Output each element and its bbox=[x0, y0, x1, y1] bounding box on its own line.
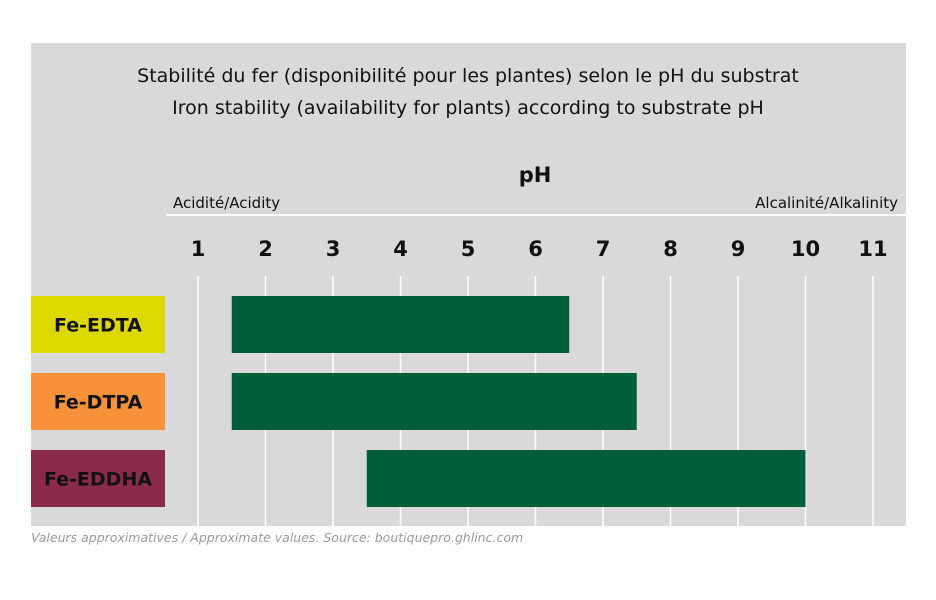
category-labels: Fe-EDTA Fe-DTPA Fe-EDDHA bbox=[31, 296, 165, 507]
category-box-fe-edta bbox=[31, 296, 165, 353]
x-tick-label-6: 6 bbox=[528, 237, 543, 261]
range-bars bbox=[231, 296, 806, 507]
x-tick-label-11: 11 bbox=[858, 237, 887, 261]
category-label-fe-edta: Fe-EDTA bbox=[54, 315, 142, 337]
category-label-fe-dtpa: Fe-DTPA bbox=[54, 392, 143, 414]
range-bar-fe-eddha bbox=[366, 450, 806, 507]
category-label-fe-eddha: Fe-EDDHA bbox=[44, 469, 152, 491]
range-bar-fe-dtpa bbox=[231, 373, 637, 430]
x-tick-label-7: 7 bbox=[596, 237, 611, 261]
x-tick-label-5: 5 bbox=[461, 237, 476, 261]
x-tick-label-10: 10 bbox=[791, 237, 820, 261]
range-bar-fe-edta bbox=[231, 296, 570, 353]
x-tick-label-8: 8 bbox=[663, 237, 678, 261]
x-tick-label-2: 2 bbox=[258, 237, 273, 261]
chart-title-line-2: Iron stability (availability for plants)… bbox=[172, 97, 764, 119]
x-axis-title: pH bbox=[519, 163, 552, 187]
category-box-fe-eddha bbox=[31, 450, 165, 507]
x-tick-label-1: 1 bbox=[191, 237, 206, 261]
x-tick-labels: 1 2 3 4 5 6 7 8 9 10 11 bbox=[191, 237, 888, 261]
source-footnote: Valeurs approximatives / Approximate val… bbox=[31, 530, 523, 545]
chart-title-line-1: Stabilité du fer (disponibilité pour les… bbox=[137, 65, 799, 87]
x-tick-label-9: 9 bbox=[731, 237, 746, 261]
x-tick-label-4: 4 bbox=[393, 237, 408, 261]
acidity-label: Acidité/Acidity bbox=[173, 194, 280, 212]
x-tick-label-3: 3 bbox=[326, 237, 341, 261]
alkalinity-label: Alcalinité/Alkalinity bbox=[755, 194, 898, 212]
category-box-fe-dtpa bbox=[31, 373, 165, 430]
